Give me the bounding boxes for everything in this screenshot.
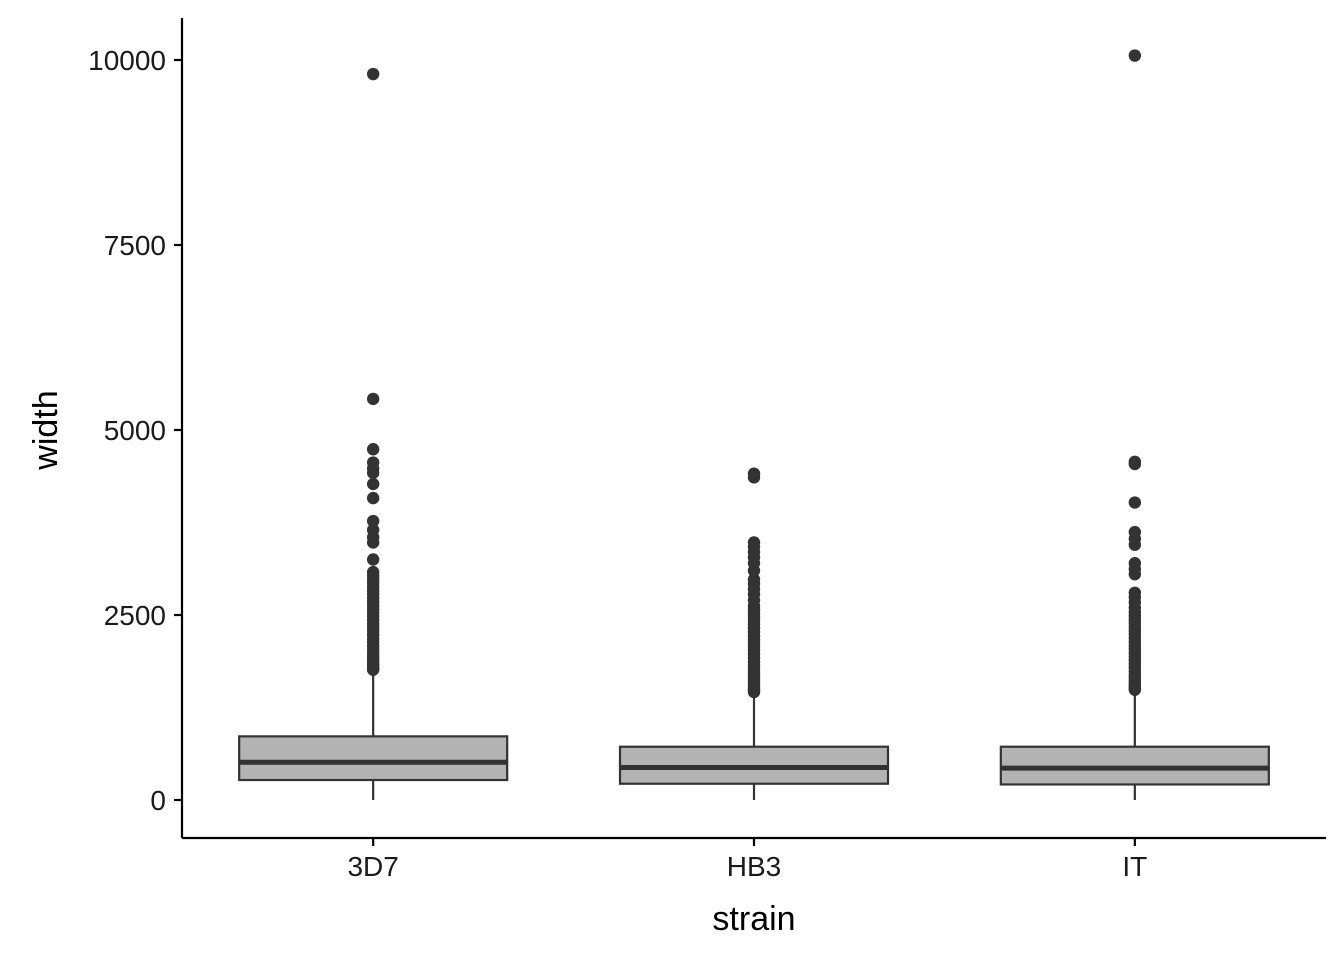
outlier-point (366, 565, 380, 579)
outlier-point (1128, 557, 1142, 570)
y-tick-label: 10000 (88, 45, 166, 76)
outlier-point (366, 443, 380, 456)
box-group-3d7 (238, 67, 509, 800)
outlier-point (747, 573, 761, 586)
outlier-point (366, 514, 380, 528)
outlier-point (747, 536, 761, 549)
plot-marks (238, 49, 1270, 800)
y-axis-title: width (27, 390, 65, 470)
x-axis-title: strain (712, 900, 795, 938)
outlier-point (1128, 496, 1142, 509)
y-tick-label: 0 (150, 785, 166, 816)
y-tick-label: 5000 (104, 415, 166, 446)
outlier-point (1128, 525, 1142, 539)
x-axis: 3D7 HB3 IT (182, 836, 1326, 882)
box-group-it (999, 49, 1270, 800)
box-group-hb3 (618, 467, 890, 800)
outlier-point (366, 67, 380, 81)
outlier-point (1128, 455, 1142, 469)
outlier-point (1128, 586, 1142, 599)
outlier-point (747, 467, 761, 480)
outlier-point (366, 456, 380, 469)
box-iqr (238, 735, 509, 782)
outlier-point (366, 491, 380, 505)
outlier-point (366, 523, 380, 537)
box-iqr (999, 745, 1270, 786)
outlier-point (1128, 49, 1142, 62)
y-tick-label: 2500 (104, 600, 166, 631)
y-axis: 0 2500 5000 7500 10000 (88, 18, 184, 838)
y-tick-label: 7500 (104, 230, 166, 261)
x-tick-label: 3D7 (347, 851, 398, 882)
outlier-point (366, 392, 380, 406)
outlier-point (366, 553, 380, 566)
x-tick-label: IT (1122, 851, 1147, 882)
x-tick-label: HB3 (727, 851, 781, 882)
outlier-point (366, 477, 380, 491)
